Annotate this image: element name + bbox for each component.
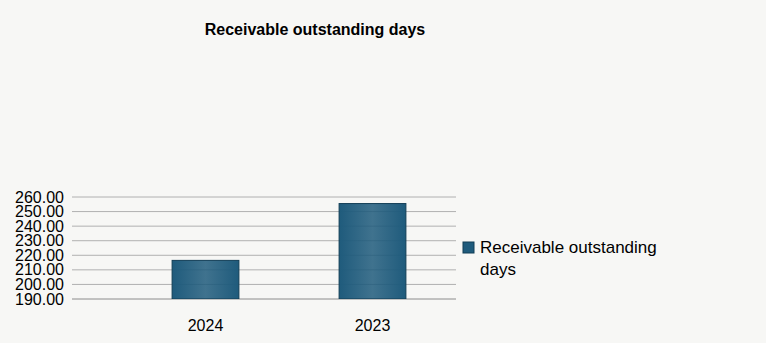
chart: Receivable outstanding days190.00200.002… bbox=[0, 0, 766, 343]
legend-line: Receivable outstanding bbox=[480, 238, 657, 257]
legend-line: days bbox=[480, 260, 516, 279]
y-tick-label: 220.00 bbox=[15, 247, 64, 264]
bar bbox=[172, 260, 239, 299]
x-tick-label: 2023 bbox=[355, 317, 391, 334]
y-tick-label: 200.00 bbox=[15, 276, 64, 293]
y-tick-label: 250.00 bbox=[15, 203, 64, 220]
y-axis: 190.00200.00210.00220.00230.00240.00250.… bbox=[15, 189, 456, 308]
y-tick-label: 210.00 bbox=[15, 261, 64, 278]
y-tick-label: 260.00 bbox=[15, 189, 64, 206]
y-tick-label: 230.00 bbox=[15, 232, 64, 249]
legend-label: Receivable outstanding days bbox=[480, 238, 657, 279]
legend-swatch bbox=[463, 242, 474, 253]
bar bbox=[339, 204, 406, 299]
background bbox=[0, 0, 766, 343]
grid-line bbox=[72, 197, 456, 198]
x-tick-label: 2024 bbox=[188, 317, 224, 334]
bars bbox=[172, 204, 406, 299]
y-tick-label: 240.00 bbox=[15, 218, 64, 235]
y-tick-label: 190.00 bbox=[15, 291, 64, 308]
legend: Receivable outstanding days bbox=[463, 238, 657, 279]
title: Receivable outstanding days bbox=[205, 21, 426, 38]
